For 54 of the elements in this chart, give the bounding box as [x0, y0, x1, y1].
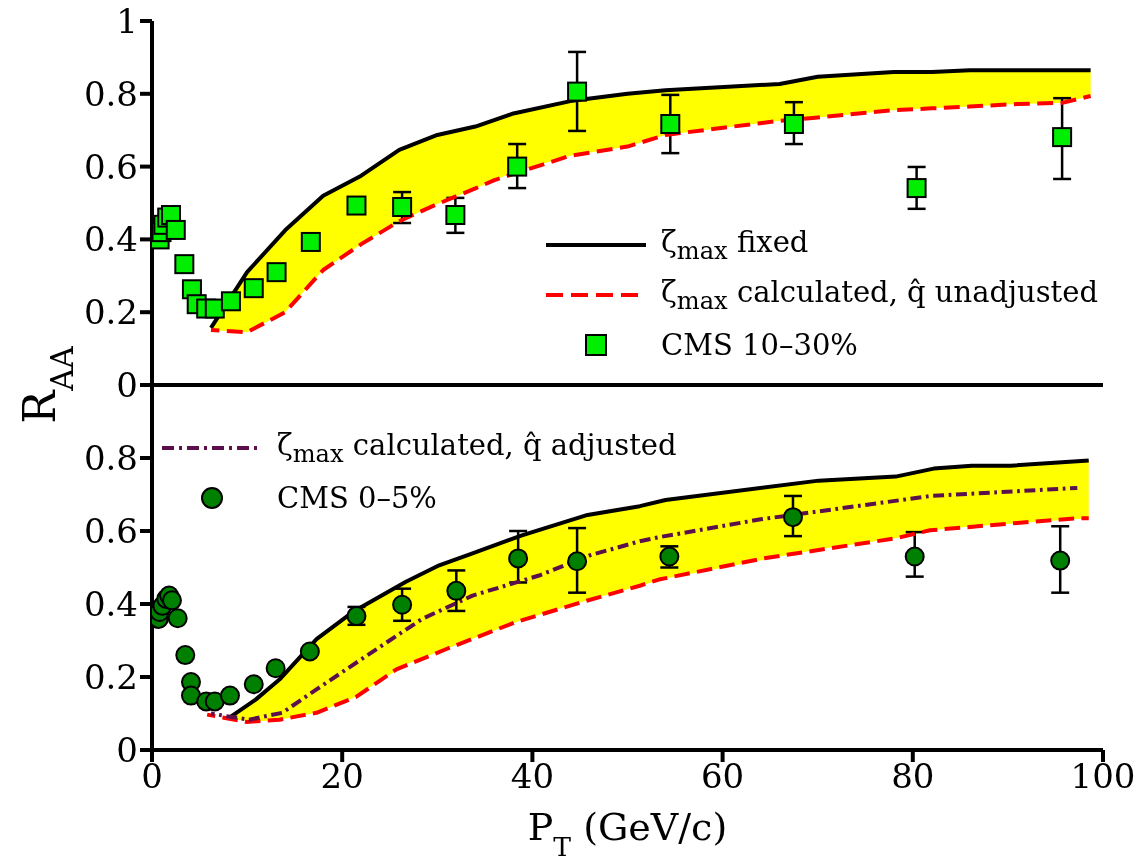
point	[299, 641, 320, 662]
legend-label: ζ$_{max}$ calculated, q̂ unadjusted	[661, 275, 1098, 315]
y-tick-label: 0.2	[83, 657, 138, 698]
point	[174, 254, 195, 275]
point	[243, 278, 264, 299]
point	[180, 685, 201, 706]
point	[219, 685, 240, 706]
point	[220, 291, 241, 312]
point	[508, 548, 529, 569]
point	[507, 156, 528, 177]
point	[906, 178, 927, 199]
legend-label: ζ$_{max}$ calculated, q̂ adjusted	[277, 428, 677, 468]
legend-label: CMS 0–5%	[277, 481, 437, 515]
point	[904, 546, 925, 567]
y-tick-label: 0	[116, 730, 138, 771]
x-tick-label: 20	[320, 756, 364, 797]
y-tick-label: 0.6	[83, 146, 138, 187]
y-tick-label: 1	[116, 1, 138, 42]
point	[204, 691, 225, 712]
y-tick-label: 0.6	[83, 511, 138, 552]
y-tick-label: 0.4	[83, 219, 138, 260]
y-tick-label: 0.8	[83, 438, 138, 479]
point	[165, 219, 186, 240]
point	[1050, 550, 1071, 571]
x-tick-label: 80	[891, 756, 935, 797]
point	[167, 608, 188, 629]
legend-label: ζ$_{max}$ fixed	[661, 225, 809, 265]
point	[392, 594, 413, 615]
point	[300, 231, 321, 252]
point	[446, 580, 467, 601]
point	[567, 551, 588, 572]
x-tick-label: 0	[141, 756, 163, 797]
point	[782, 507, 803, 528]
point	[392, 197, 413, 217]
point	[266, 262, 287, 283]
y-tick-label: 0.8	[83, 73, 138, 114]
y-tick-label: 0	[116, 365, 138, 406]
point	[175, 645, 196, 666]
point	[567, 81, 588, 102]
point	[1052, 127, 1073, 148]
point	[445, 205, 466, 226]
legend-label: CMS 10–30%	[661, 328, 858, 362]
point	[265, 658, 286, 679]
point	[346, 195, 367, 216]
x-tick-label: 100	[1070, 756, 1136, 797]
y-tick-label: 0.4	[83, 584, 138, 625]
point	[660, 114, 681, 135]
x-tick-label: 60	[700, 756, 745, 797]
x-axis-title: P$_{T}$ (GeV/c)	[527, 805, 728, 862]
point	[783, 114, 804, 135]
x-tick-label: 40	[510, 756, 555, 797]
point	[161, 590, 182, 611]
y-tick-label: 0.2	[83, 292, 138, 333]
point	[243, 674, 264, 695]
